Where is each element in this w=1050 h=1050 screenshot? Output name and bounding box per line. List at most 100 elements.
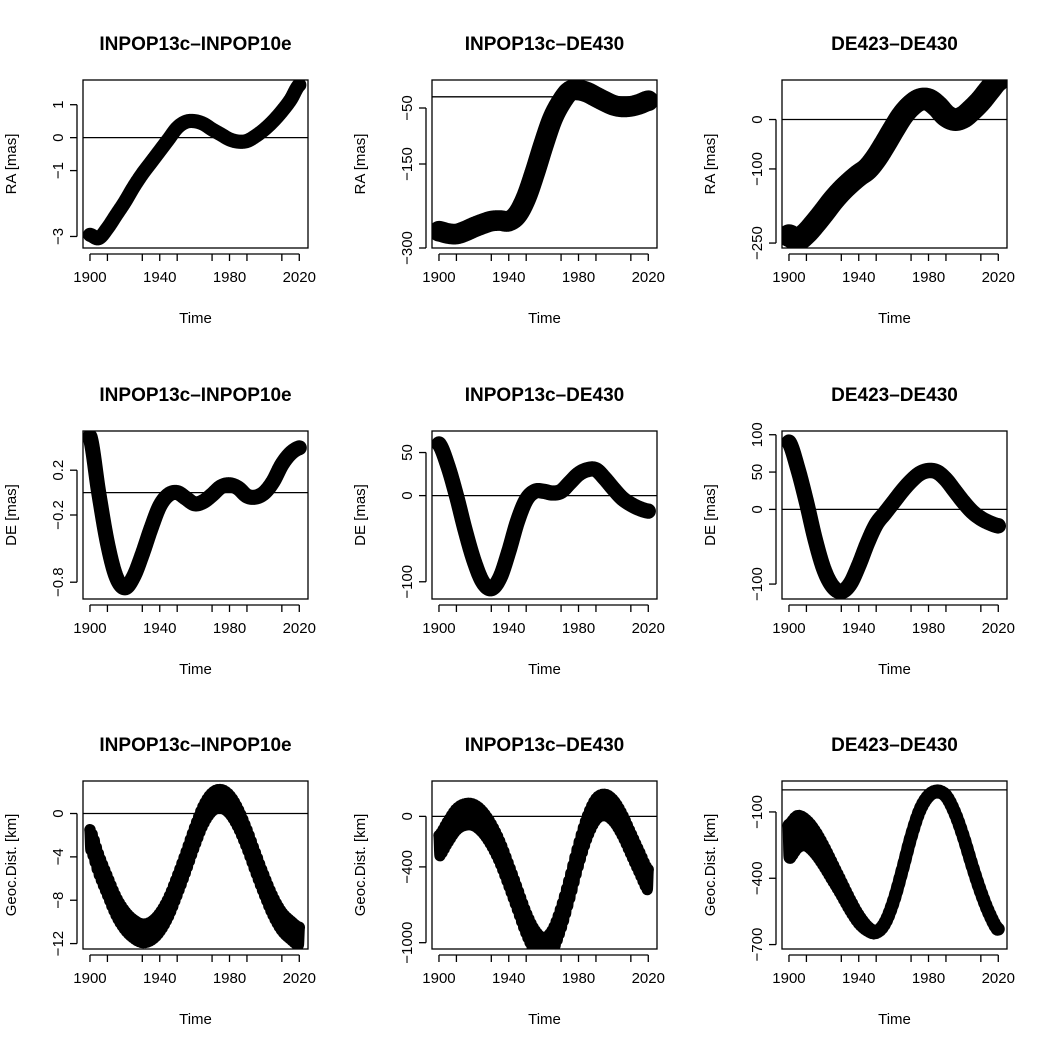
y-tick-label: −0.8 xyxy=(50,567,67,597)
x-tick-label: 1900 xyxy=(73,269,106,286)
plot-frame xyxy=(431,79,658,249)
y-axis-label: RA [mas] xyxy=(352,134,369,195)
plot-frame xyxy=(781,780,1008,950)
chart-title: DE423–DE430 xyxy=(831,735,958,756)
y-tick-label: −1 xyxy=(50,162,67,179)
x-tick-label: 1940 xyxy=(143,269,176,286)
y-tick-label: −100 xyxy=(399,565,416,599)
chart-title: INPOP13c–DE430 xyxy=(465,735,625,756)
x-tick-label: 1940 xyxy=(492,269,525,286)
y-tick-label: −400 xyxy=(749,861,766,895)
plot-area xyxy=(432,788,657,949)
series-line xyxy=(432,436,656,597)
chart-title: INPOP13c–DE430 xyxy=(465,34,625,55)
x-tick-label: 1900 xyxy=(422,970,455,987)
series-line xyxy=(83,431,307,596)
x-axis-label: Time xyxy=(878,1011,911,1028)
x-tick-label: 1940 xyxy=(842,269,875,286)
x-tick-label: 2020 xyxy=(982,620,1015,637)
series-line xyxy=(782,784,1005,940)
x-tick-label: 1980 xyxy=(562,269,595,286)
x-tick-label: 1900 xyxy=(73,620,106,637)
y-tick-label: −250 xyxy=(749,226,766,260)
y-axis-label: DE [mas] xyxy=(352,484,369,546)
x-tick-label: 2020 xyxy=(982,269,1015,286)
y-tick-label: −100 xyxy=(749,567,766,601)
x-tick-label: 1980 xyxy=(912,620,945,637)
x-tick-label: 1980 xyxy=(912,269,945,286)
y-axis-label: Geoc.Dist. [km] xyxy=(352,814,369,917)
x-tick-label: 2020 xyxy=(283,970,316,987)
series-line xyxy=(432,80,657,245)
plot-frame xyxy=(82,780,309,950)
x-tick-label: 1980 xyxy=(213,269,246,286)
x-tick-label: 2020 xyxy=(982,970,1015,987)
x-axis-label: Time xyxy=(179,310,212,327)
series-line xyxy=(83,80,307,246)
panel-6: DE423–DE430 1900 1940 1980 2020 −100 0 50 100 Tim… xyxy=(702,385,1015,678)
y-tick-label: −4 xyxy=(50,848,67,865)
y-tick-label: −1000 xyxy=(399,922,416,964)
y-tick-label: 1 xyxy=(50,101,67,109)
y-axis-label: DE [mas] xyxy=(702,484,719,546)
panel-3: DE423–DE430 1900 1940 1980 2020 −250 −100 0 Time… xyxy=(702,34,1015,327)
x-tick-label: 2020 xyxy=(632,269,665,286)
x-axis-label: Time xyxy=(878,661,911,678)
plot-area xyxy=(432,80,657,245)
series-line xyxy=(433,788,654,949)
x-tick-label: 2020 xyxy=(632,620,665,637)
y-axis-label: Geoc.Dist. [km] xyxy=(3,814,20,917)
y-tick-label: 0 xyxy=(50,133,67,141)
y-tick-label: −700 xyxy=(749,928,766,962)
x-tick-label: 1900 xyxy=(772,620,805,637)
x-tick-label: 1940 xyxy=(842,970,875,987)
y-axis-label: RA [mas] xyxy=(702,134,719,195)
y-tick-label: −3 xyxy=(50,228,67,245)
plot-area xyxy=(782,784,1007,940)
panel-7: INPOP13c–INPOP10e 1900 1940 1980 2020 −12 −8 −4… xyxy=(3,735,316,1028)
x-tick-label: 1900 xyxy=(422,269,455,286)
y-tick-label: −100 xyxy=(749,795,766,829)
plot-area xyxy=(432,436,657,597)
x-axis-label: Time xyxy=(528,310,561,327)
x-tick-label: 1940 xyxy=(143,620,176,637)
plot-area xyxy=(83,80,308,246)
y-tick-label: 0 xyxy=(749,115,766,123)
y-tick-label: −100 xyxy=(749,152,766,186)
x-tick-label: 2020 xyxy=(632,970,665,987)
y-tick-label: −0.2 xyxy=(50,500,67,530)
chart-title: DE423–DE430 xyxy=(831,34,958,55)
x-tick-label: 1900 xyxy=(422,620,455,637)
plot-frame xyxy=(431,780,658,950)
x-tick-label: 1980 xyxy=(213,970,246,987)
plot-frame xyxy=(781,79,1008,249)
plot-frame xyxy=(82,430,309,600)
panel-5: INPOP13c–DE430 1900 1940 1980 2020 −100 0 50 Tim… xyxy=(352,385,665,678)
x-tick-label: 1980 xyxy=(213,620,246,637)
x-axis-label: Time xyxy=(179,661,212,678)
x-tick-label: 1940 xyxy=(143,970,176,987)
y-tick-label: −400 xyxy=(399,850,416,884)
y-axis-label: Geoc.Dist. [km] xyxy=(702,814,719,917)
y-tick-label: 0 xyxy=(399,491,416,499)
panel-8: INPOP13c–DE430 1900 1940 1980 2020 −1000 −400 0… xyxy=(352,735,665,1028)
panel-9: DE423–DE430 1900 1940 1980 2020 −700 −400 −100 T… xyxy=(702,735,1015,1028)
x-tick-label: 1940 xyxy=(492,970,525,987)
y-axis-label: RA [mas] xyxy=(3,134,20,195)
chart-title: INPOP13c–INPOP10e xyxy=(99,385,291,406)
y-tick-label: 50 xyxy=(749,464,766,481)
y-tick-label: −300 xyxy=(399,231,416,265)
series-line xyxy=(782,434,1007,599)
plot-area xyxy=(782,80,1007,248)
x-tick-label: 1900 xyxy=(73,970,106,987)
x-tick-label: 1940 xyxy=(492,620,525,637)
x-tick-label: 1980 xyxy=(562,970,595,987)
x-tick-label: 2020 xyxy=(283,269,316,286)
plot-frame xyxy=(82,79,309,249)
plot-area xyxy=(83,783,308,949)
panel-1: INPOP13c–INPOP10e 1900 1940 1980 2020 −3 −1 0 1 T… xyxy=(3,34,316,327)
y-axis-label: DE [mas] xyxy=(3,484,20,546)
x-tick-label: 1980 xyxy=(562,620,595,637)
y-tick-label: −8 xyxy=(50,892,67,909)
x-tick-label: 1900 xyxy=(772,970,805,987)
